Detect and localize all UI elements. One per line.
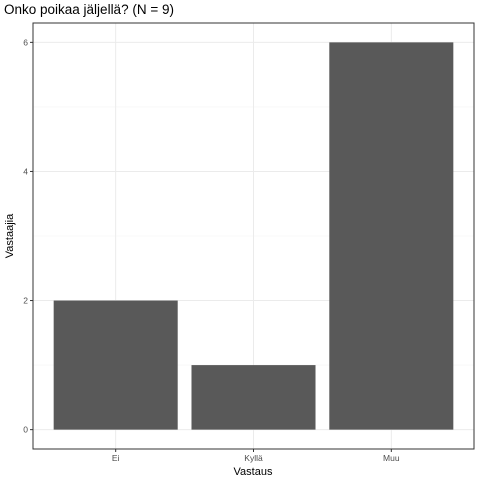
y-tick-label: 0 [23, 425, 28, 435]
y-tick-label: 4 [23, 166, 28, 176]
bar-ei [53, 300, 178, 430]
bar-kyllä [191, 365, 316, 430]
chart-title: Onko poikaa jäljellä? (N = 9) [4, 2, 174, 17]
y-tick-label: 6 [23, 37, 28, 47]
bar-muu [329, 42, 454, 430]
x-tick-label: Muu [383, 453, 400, 463]
x-axis-title: Vastaus [234, 466, 273, 478]
x-tick-label: Ei [112, 453, 120, 463]
x-axis: Ei Kyllä Muu [112, 449, 400, 463]
y-axis-title: Vastaajia [4, 213, 16, 258]
y-axis: 0 2 4 6 [23, 37, 33, 435]
bars [53, 42, 454, 430]
x-tick-label: Kyllä [244, 453, 263, 463]
y-tick-label: 2 [23, 296, 28, 306]
